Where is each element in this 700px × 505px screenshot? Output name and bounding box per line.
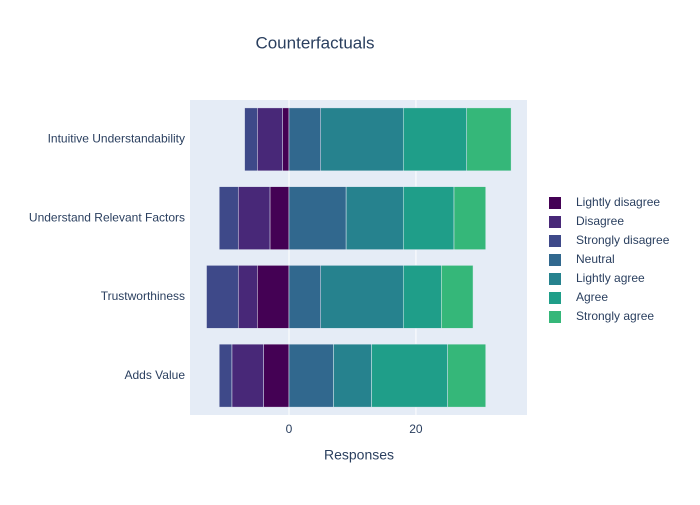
- legend-swatch: [549, 216, 561, 228]
- bar-segment: [320, 107, 404, 172]
- legend-label: Neutral: [576, 252, 615, 266]
- bar-segment: [320, 265, 404, 329]
- bar-segment: [244, 107, 258, 172]
- bar-segment: [402, 265, 442, 329]
- bar-segment: [257, 265, 290, 329]
- legend-swatch: [549, 292, 561, 304]
- y-tick-label: Understand Relevant Factors: [29, 210, 185, 224]
- bar-segment: [269, 186, 290, 250]
- legend-label: Strongly agree: [576, 309, 654, 323]
- legend-swatch: [549, 311, 561, 323]
- x-tick-label: 0: [286, 422, 293, 436]
- legend-label: Lightly agree: [576, 271, 645, 285]
- bar-segment: [447, 343, 486, 408]
- bar-segment: [288, 265, 321, 329]
- bar-segment: [333, 343, 372, 408]
- bar-segment: [206, 265, 239, 329]
- y-tick-label: Adds Value: [125, 368, 186, 382]
- x-axis-label: Responses: [324, 447, 394, 463]
- bar-segment: [288, 186, 347, 250]
- legend-label: Agree: [576, 290, 608, 304]
- bar-segment: [345, 186, 404, 250]
- bar-segment: [263, 343, 290, 408]
- bar-segment: [257, 107, 283, 172]
- bar-segment: [402, 107, 467, 172]
- y-tick-label: Trustworthiness: [101, 289, 185, 303]
- bar-segment: [282, 107, 290, 172]
- bar-segment: [288, 343, 334, 408]
- bar-segment: [453, 186, 486, 250]
- bar-segment: [441, 265, 474, 329]
- legend-label: Strongly disagree: [576, 233, 670, 247]
- legend-swatch: [549, 197, 561, 209]
- bar-segment: [371, 343, 448, 408]
- bar-segment: [402, 186, 455, 250]
- bar-segment: [231, 343, 264, 408]
- legend-label: Disagree: [576, 214, 624, 228]
- legend-swatch: [549, 254, 561, 266]
- bar-segment: [466, 107, 512, 172]
- bar-segment: [218, 343, 233, 408]
- x-tick-label: 20: [409, 422, 423, 436]
- legend-swatch: [549, 273, 561, 285]
- legend-label: Lightly disagree: [576, 195, 660, 209]
- y-tick-label: Intuitive Understandability: [48, 132, 185, 146]
- bar-segment: [237, 186, 271, 250]
- bar-segment: [288, 107, 321, 172]
- legend-swatch: [549, 235, 561, 247]
- chart-title: Counterfactuals: [255, 33, 374, 52]
- bar-segment: [237, 265, 258, 329]
- bar-segment: [218, 186, 239, 250]
